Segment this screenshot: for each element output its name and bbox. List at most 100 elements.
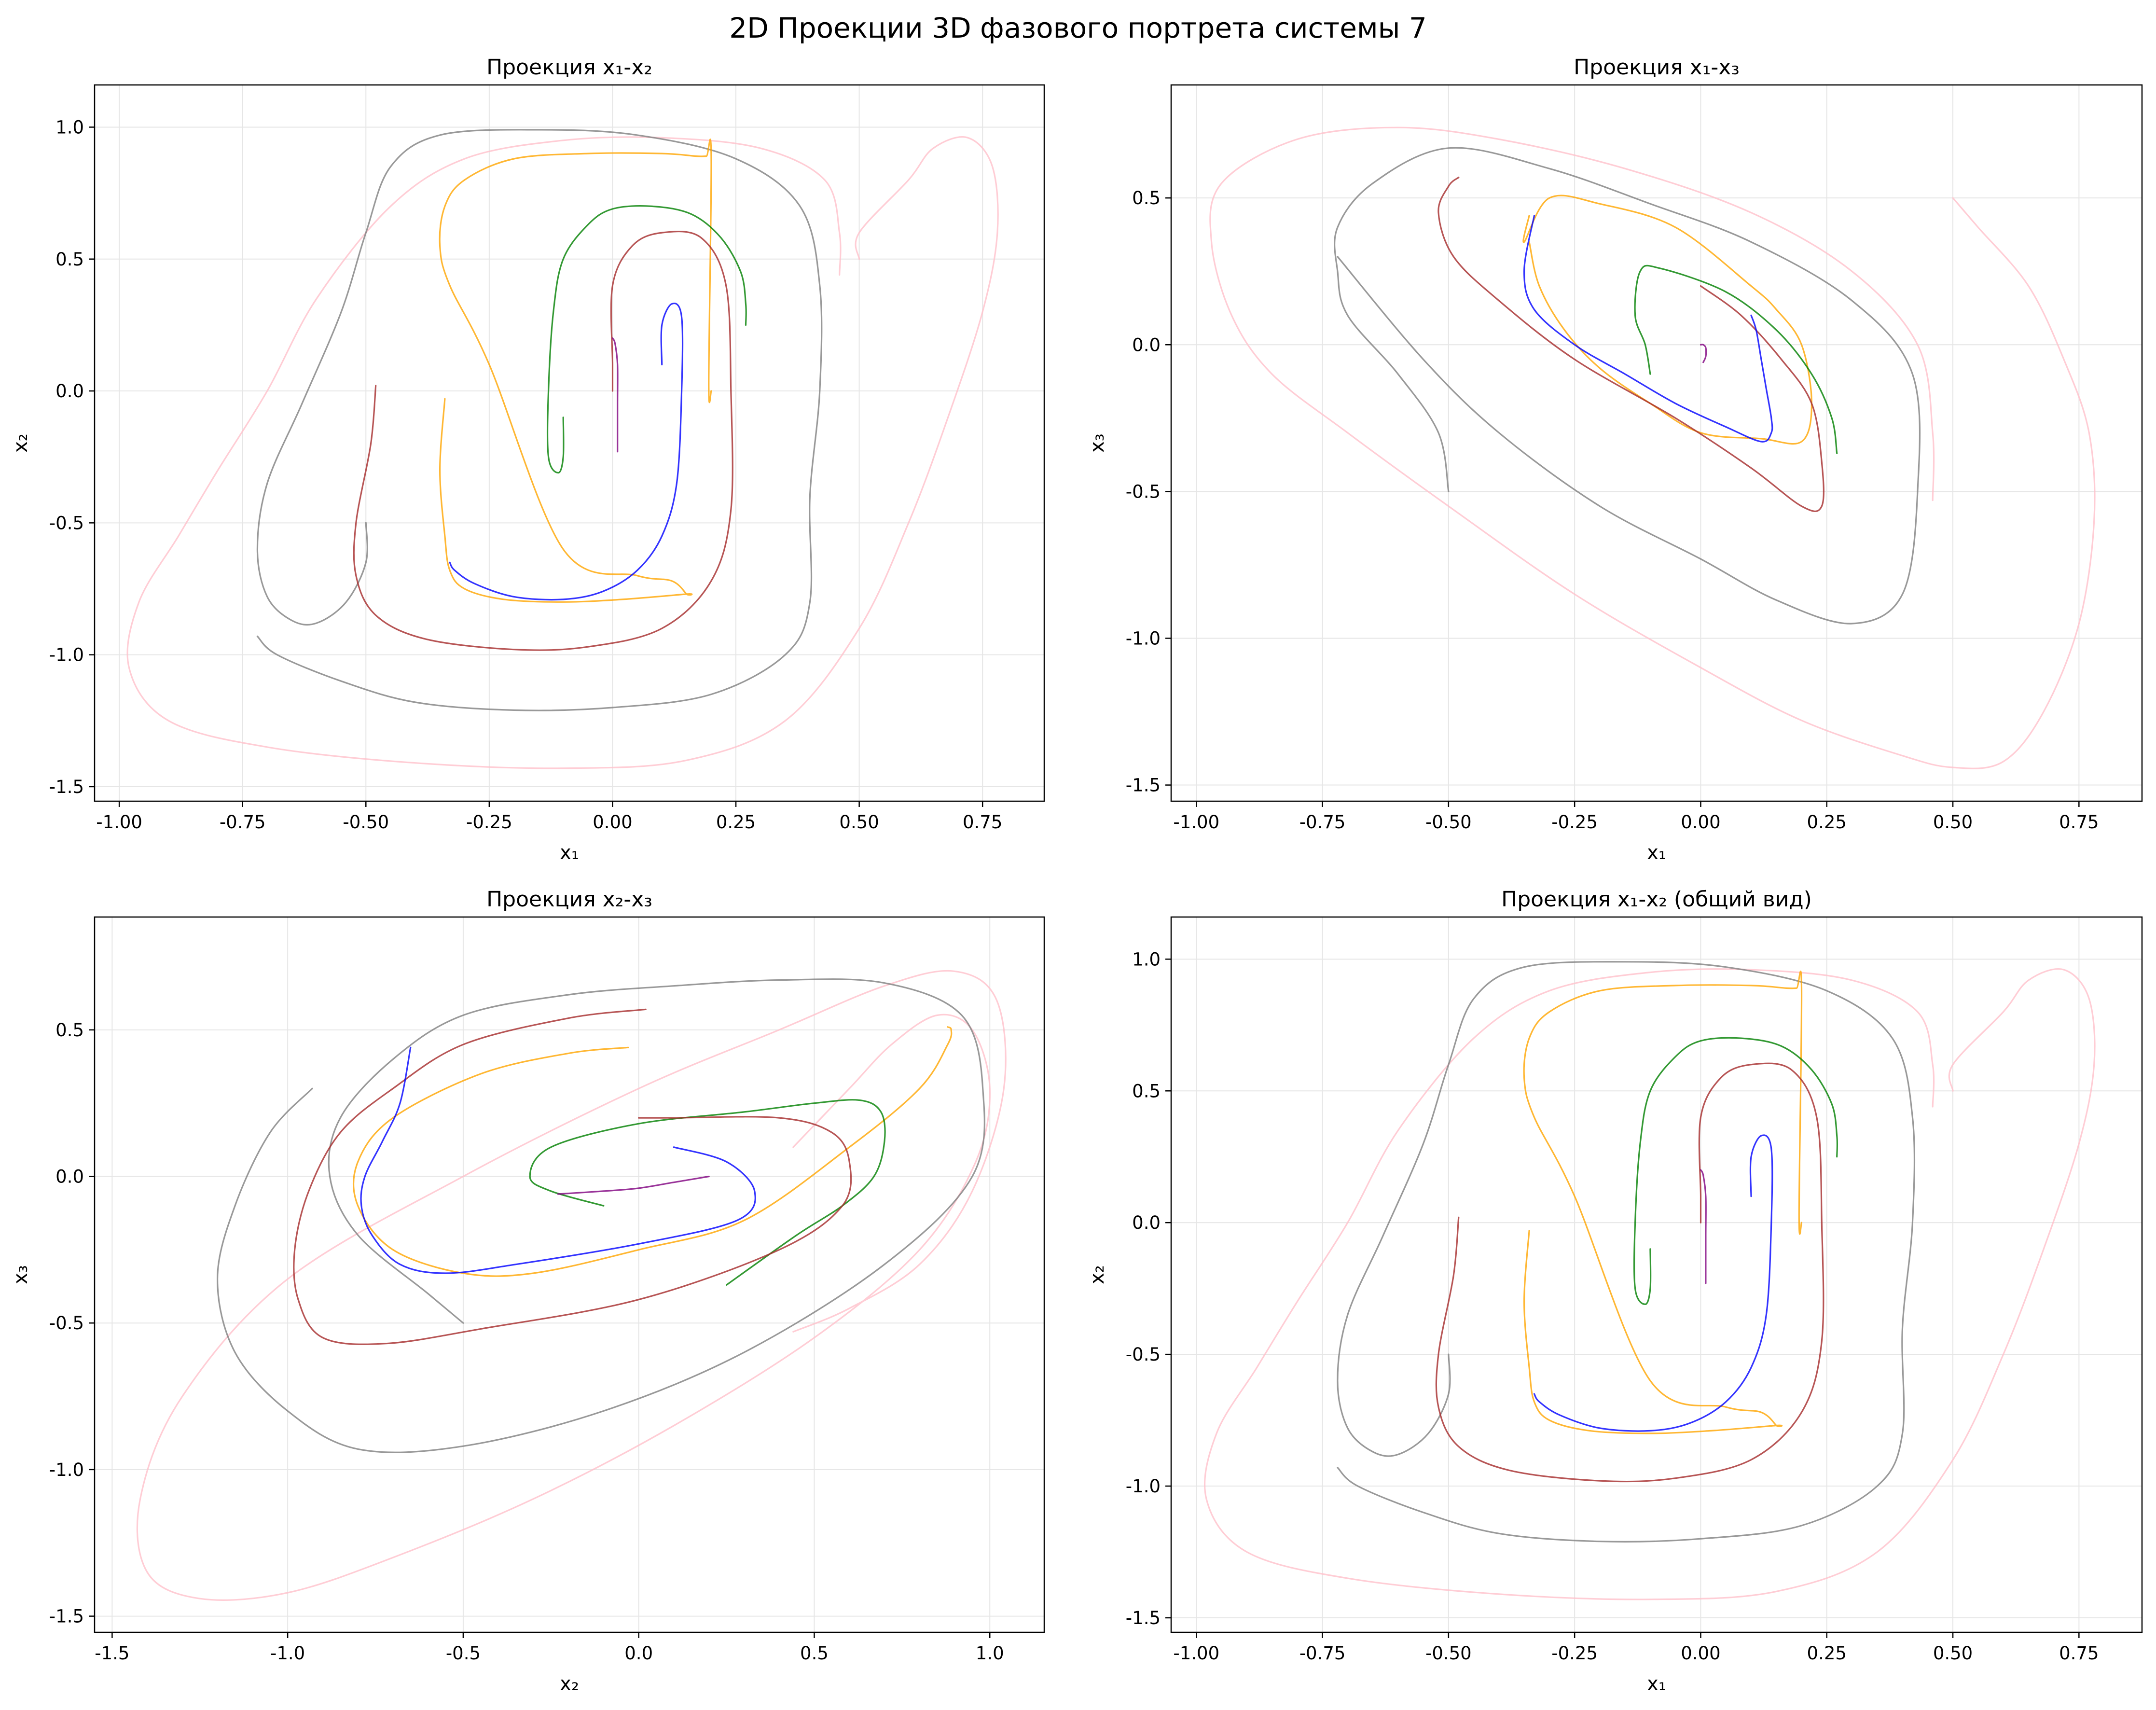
x-tick-label: -0.50	[1425, 1643, 1472, 1664]
figure-suptitle: 2D Проекции 3D фазового портрета системы…	[729, 12, 1427, 44]
x-tick-label: 0.00	[593, 812, 632, 833]
x-tick-label: 0.75	[2059, 812, 2099, 833]
y-axis-label: x₃	[10, 1265, 32, 1284]
trajectory-line-pink	[126, 136, 999, 769]
x-tick-label: -0.75	[1299, 1643, 1346, 1664]
axes-frame	[1170, 84, 2143, 802]
x-tick-label: 0.00	[1681, 1643, 1720, 1664]
x-tick-label: -0.75	[220, 812, 266, 833]
y-tick-label: -1.5	[1126, 1608, 1161, 1628]
y-tick-label: 0.0	[55, 381, 84, 402]
series-group	[1209, 126, 2096, 769]
trajectory-line-purple	[611, 337, 619, 453]
subplot-title: Проекция x₁-x₃	[1574, 55, 1740, 80]
x-tick-label: -1.00	[1173, 1643, 1219, 1664]
y-tick-label: -1.0	[1126, 1476, 1161, 1497]
y-tick-label: -1.5	[1126, 775, 1161, 796]
trajectory-line-orange	[352, 1026, 953, 1277]
x-tick-label: 0.25	[716, 812, 756, 833]
y-tick-label: 1.0	[1132, 949, 1161, 970]
x-tick-label: 0.50	[1933, 812, 1973, 833]
trajectory-line-orange	[1523, 971, 1803, 1434]
trajectory-line-purple	[557, 1175, 710, 1195]
x-tick-label: -0.75	[1299, 812, 1346, 833]
trajectory-line-blue	[1533, 1134, 1773, 1432]
trajectory-line-gray	[1334, 147, 1921, 625]
x-tick-label: 0.00	[1681, 812, 1720, 833]
y-axis-label: x₂	[10, 433, 32, 453]
subplot-3: -1.5 -1.0 -0.5 0.0 0.5 1.0 -1.5 -1.0 -0.5 0.0 0.5 П…	[10, 887, 1045, 1695]
x-tick-label: 0.50	[839, 812, 879, 833]
x-tick-label: -1.0	[270, 1643, 305, 1664]
trajectory-line-pink	[1209, 126, 2096, 769]
axes-frame	[94, 916, 1045, 1633]
subplot-4: -1.00 -0.75 -0.50 -0.25 0.00 0.25 0.50 0.75 -1.5…	[1086, 887, 2143, 1695]
x-tick-label: -0.25	[1551, 812, 1598, 833]
trajectory-line-green	[1633, 1037, 1838, 1305]
y-tick-label: 0.5	[1132, 1081, 1161, 1101]
trajectory-line-purple	[1700, 344, 1707, 363]
y-tick-label: 0.0	[55, 1167, 84, 1187]
trajectory-line-blue	[449, 302, 684, 601]
x-tick-label: 0.25	[1807, 812, 1847, 833]
x-tick-label: 0.75	[2059, 1643, 2099, 1664]
subplot-title: Проекция x₁-x₂	[486, 55, 652, 80]
y-tick-label: -0.5	[49, 513, 84, 533]
x-tick-label: 0.5	[800, 1643, 829, 1664]
trajectory-line-gray	[217, 978, 985, 1453]
y-tick-label: -1.0	[49, 1460, 84, 1480]
series-group	[136, 970, 1007, 1601]
trajectory-line-brown	[293, 1008, 852, 1345]
subplot-2: -1.00 -0.75 -0.50 -0.25 0.00 0.25 0.50 0.75 -1.5…	[1086, 55, 2143, 864]
x-tick-label: 0.25	[1807, 1643, 1847, 1664]
trajectory-line-orange	[439, 139, 712, 603]
y-tick-label: -1.0	[49, 645, 84, 666]
x-tick-label: -1.5	[95, 1643, 129, 1664]
y-axis-label: x₂	[1086, 1265, 1108, 1284]
trajectory-line-gray	[256, 129, 823, 711]
y-tick-label: 0.0	[1132, 1212, 1161, 1233]
y-tick-label: 0.0	[1132, 334, 1161, 355]
y-axis-label: x₃	[1086, 433, 1108, 453]
trajectory-line-brown	[353, 230, 733, 651]
x-tick-label: 0.0	[624, 1643, 653, 1664]
y-tick-label: -0.5	[1126, 481, 1161, 502]
x-tick-label: -1.00	[1173, 812, 1219, 833]
series-group	[126, 129, 999, 769]
x-tick-label: -0.5	[446, 1643, 481, 1664]
trajectory-line-green	[1634, 264, 1838, 454]
x-tick-label: 0.50	[1933, 1643, 1973, 1664]
y-tick-label: -0.5	[49, 1313, 84, 1334]
trajectory-line-gray	[1337, 961, 1916, 1543]
x-axis-label: x₁	[560, 842, 579, 864]
y-tick-label: 0.5	[55, 1020, 84, 1041]
subplot-title: Проекция x₁-x₂ (общий вид)	[1501, 887, 1812, 912]
x-tick-label: -0.25	[466, 812, 512, 833]
axes-frame	[1170, 916, 2143, 1633]
trajectory-line-purple	[1700, 1169, 1707, 1284]
trajectory-line-blue	[360, 1046, 756, 1274]
y-tick-label: -1.5	[49, 777, 84, 797]
y-tick-label: -0.5	[1126, 1344, 1161, 1365]
y-tick-label: 0.5	[55, 249, 84, 270]
x-tick-label: -1.00	[96, 812, 142, 833]
y-tick-label: -1.0	[1126, 628, 1161, 649]
x-tick-label: -0.50	[1425, 812, 1472, 833]
subplot-title: Проекция x₂-x₃	[486, 887, 652, 912]
x-axis-label: x₂	[560, 1673, 579, 1695]
y-tick-label: -1.5	[49, 1606, 84, 1627]
x-tick-label: 0.75	[963, 812, 1002, 833]
x-tick-label: -0.25	[1551, 1643, 1598, 1664]
series-group	[1203, 961, 2096, 1600]
x-axis-label: x₁	[1647, 842, 1666, 864]
subplot-1: -1.00 -0.75 -0.50 -0.25 0.00 0.25 0.50 0.75 -1.5…	[10, 55, 1045, 864]
y-tick-label: 0.5	[1132, 188, 1161, 209]
trajectory-line-blue	[1523, 215, 1773, 443]
x-tick-label: 1.0	[976, 1643, 1004, 1664]
trajectory-line-green	[546, 205, 747, 474]
x-axis-label: x₁	[1647, 1673, 1666, 1695]
y-tick-label: 1.0	[55, 117, 84, 138]
trajectory-line-pink	[1203, 968, 2096, 1600]
